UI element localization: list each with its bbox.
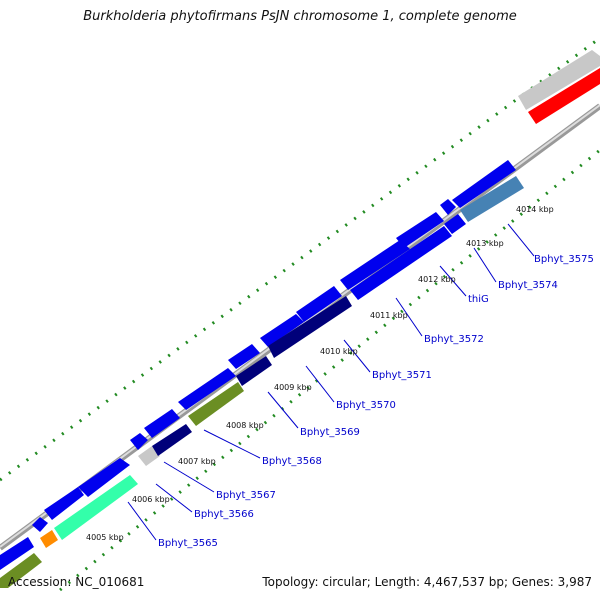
gene-upper-5[interactable] xyxy=(130,433,148,450)
gene-label-bphyt-3572[interactable]: Bphyt_3572 xyxy=(424,334,484,345)
gene-olive-3569[interactable] xyxy=(188,382,244,426)
gene-label-bphyt-3570[interactable]: Bphyt_3570 xyxy=(336,400,396,411)
gene-label-bphyt-3566[interactable]: Bphyt_3566 xyxy=(194,509,254,520)
outer-tick-ring xyxy=(0,36,600,482)
gene-upper-12[interactable] xyxy=(396,212,444,248)
scale-label: 4008 kbp xyxy=(226,421,264,430)
gene-labels: Bphyt_3565 Bphyt_3566 Bphyt_3567 Bphyt_3… xyxy=(158,254,594,549)
gene-label-bphyt-3567[interactable]: Bphyt_3567 xyxy=(216,490,276,501)
scale-label: 4014 kbp xyxy=(516,205,554,214)
upper-strand-genes xyxy=(0,160,516,570)
gene-label-bphyt-3568[interactable]: Bphyt_3568 xyxy=(262,456,322,467)
gene-red-outer[interactable] xyxy=(528,68,600,124)
gene-upper-7[interactable] xyxy=(178,368,236,410)
gene-label-leaders xyxy=(127,223,535,541)
gene-upper-8[interactable] xyxy=(228,344,260,369)
gene-upper-9[interactable] xyxy=(260,314,304,347)
gene-blue-thiG[interactable] xyxy=(444,214,466,234)
gene-aqua-3566[interactable] xyxy=(54,475,138,540)
gene-label-bphyt-3569[interactable]: Bphyt_3569 xyxy=(300,427,360,438)
inner-tick-ring xyxy=(59,148,600,592)
scale-label: 4010 kbp xyxy=(320,347,358,356)
gene-upper-4[interactable] xyxy=(78,458,130,497)
gene-steel-3575[interactable] xyxy=(460,176,524,222)
page-title: Burkholderia phytofirmans PsJN chromosom… xyxy=(83,9,517,24)
gene-label-bphyt-3575[interactable]: Bphyt_3575 xyxy=(534,254,594,265)
gene-upper-14[interactable] xyxy=(452,160,516,208)
accession-text: Accession: NC_010681 xyxy=(8,575,145,589)
gene-orange-3566[interactable] xyxy=(40,530,58,548)
gene-label-thiG[interactable]: thiG xyxy=(468,294,489,305)
gene-navy-3570[interactable] xyxy=(236,356,272,386)
gene-upper-6[interactable] xyxy=(144,409,180,438)
gene-olive-3565[interactable] xyxy=(0,553,42,588)
scale-label: 4012 kbp xyxy=(418,275,456,284)
gene-upper-13[interactable] xyxy=(440,199,456,215)
gene-gray-outer[interactable] xyxy=(518,50,600,110)
gene-navy-3568[interactable] xyxy=(152,424,192,456)
gene-navy-3571[interactable] xyxy=(268,296,352,358)
scale-label: 4009 kbp xyxy=(274,383,312,392)
scale-labels: 4005 kbp 4006 kbp 4007 kbp 4008 kbp 4009… xyxy=(86,205,554,542)
gene-upper-10[interactable] xyxy=(296,286,342,322)
scale-label: 4006 kbp xyxy=(132,495,170,504)
scale-label: 4011 kbp xyxy=(370,311,408,320)
scale-label: 4013 kbp xyxy=(466,239,504,248)
gene-label-bphyt-3565[interactable]: Bphyt_3565 xyxy=(158,538,218,549)
gene-label-bphyt-3571[interactable]: Bphyt_3571 xyxy=(372,370,432,381)
gene-upper-2[interactable] xyxy=(32,517,48,532)
gene-label-bphyt-3574[interactable]: Bphyt_3574 xyxy=(498,280,558,291)
genome-summary-text: Topology: circular; Length: 4,467,537 bp… xyxy=(262,575,592,589)
gene-upper-3[interactable] xyxy=(44,487,84,520)
gene-gray-3567[interactable] xyxy=(138,446,160,466)
gene-blue-3572[interactable] xyxy=(350,226,452,300)
gene-upper-1[interactable] xyxy=(0,537,34,570)
scale-label: 4007 kbp xyxy=(178,457,216,466)
gene-upper-11[interactable] xyxy=(340,240,410,290)
scale-label: 4005 kbp xyxy=(86,533,124,542)
